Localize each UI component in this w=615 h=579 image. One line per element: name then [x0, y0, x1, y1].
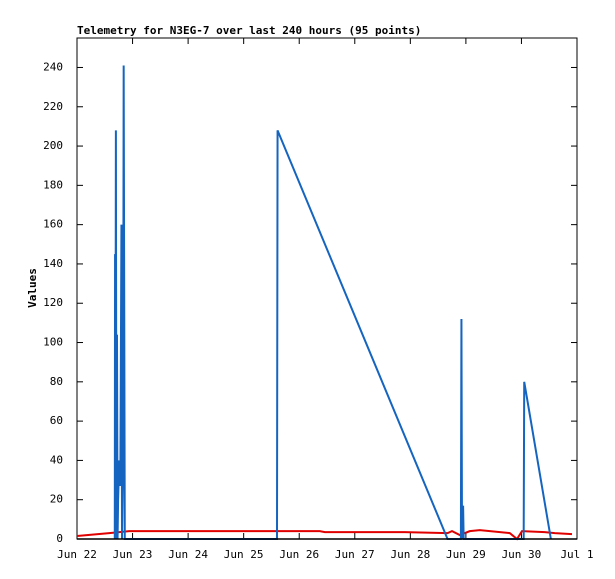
- x-tick-label: Jun 26: [279, 548, 319, 561]
- y-tick-label: 60: [50, 414, 63, 427]
- x-tick-label: Jun 23: [113, 548, 153, 561]
- y-tick-label: 40: [50, 453, 63, 466]
- x-tick-label: Jul 1: [560, 548, 593, 561]
- y-tick-label: 100: [43, 336, 63, 349]
- x-tick-label: Jun 28: [390, 548, 430, 561]
- y-tick-label: 0: [56, 532, 63, 545]
- y-tick-label: 220: [43, 100, 63, 113]
- x-tick-label: Jun 24: [168, 548, 208, 561]
- x-tick-label: Jun 22: [57, 548, 97, 561]
- y-tick-label: 160: [43, 218, 63, 231]
- y-axis-label: Values: [26, 268, 39, 308]
- y-tick-label: 240: [43, 60, 63, 73]
- plot-frame: [76, 37, 578, 540]
- series-line: [76, 529, 573, 541]
- y-tick-label: 200: [43, 139, 63, 152]
- chart-title: Telemetry for N3EG-7 over last 240 hours…: [77, 24, 421, 37]
- x-tick-label: Jun 27: [335, 548, 375, 561]
- y-tick-label: 20: [50, 493, 63, 506]
- y-tick-label: 140: [43, 257, 63, 270]
- y-tick-label: 180: [43, 178, 63, 191]
- x-tick-label: Jun 25: [224, 548, 264, 561]
- series-line: [113, 65, 552, 540]
- x-tick-label: Jun 29: [446, 548, 486, 561]
- x-tick-label: Jun 30: [502, 548, 542, 561]
- y-tick-label: 120: [43, 296, 63, 309]
- y-tick-label: 80: [50, 375, 63, 388]
